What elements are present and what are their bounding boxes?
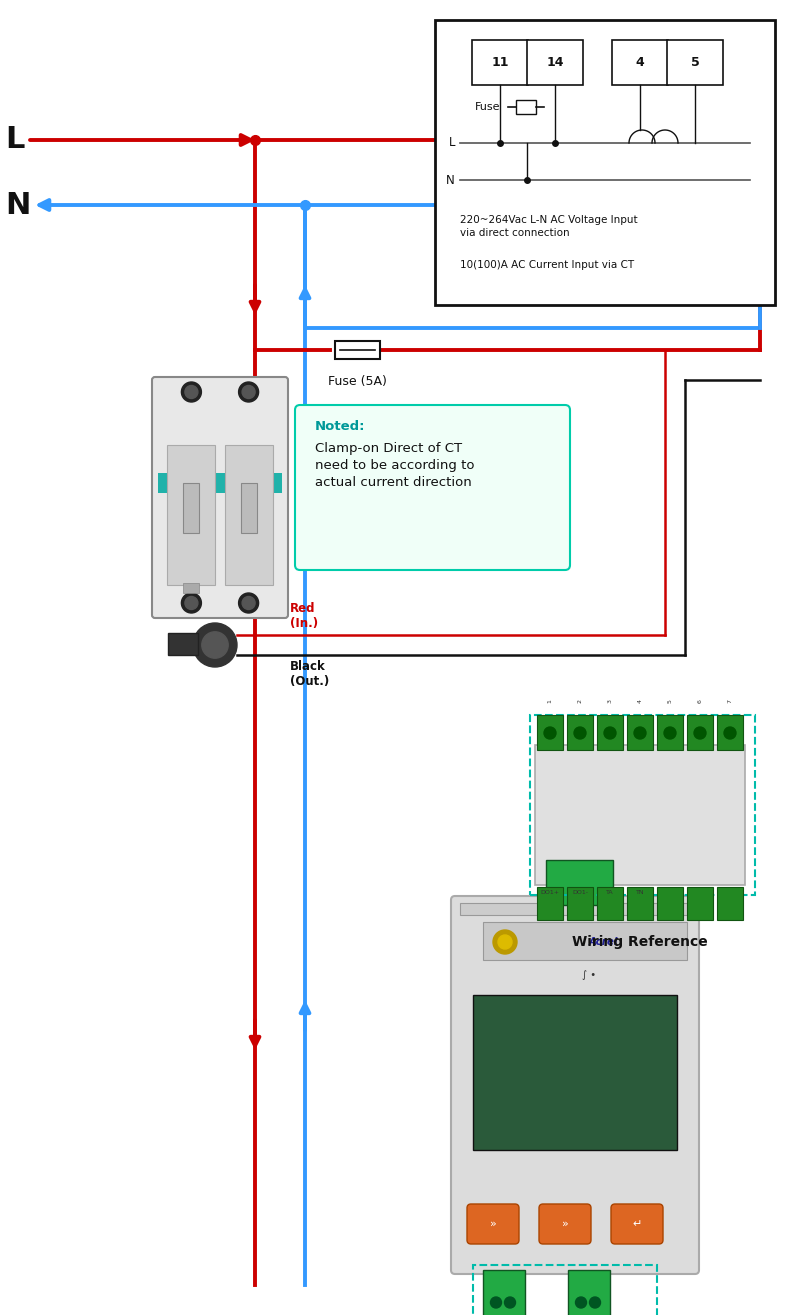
Circle shape	[242, 597, 255, 609]
Text: »: »	[562, 1219, 568, 1230]
Bar	[568, 1270, 610, 1315]
Text: 10(100)A AC Current Input via CT: 10(100)A AC Current Input via CT	[460, 260, 634, 270]
Bar	[597, 715, 623, 750]
Bar	[335, 341, 380, 359]
Circle shape	[490, 1297, 502, 1308]
FancyBboxPatch shape	[451, 896, 699, 1274]
Circle shape	[193, 623, 237, 667]
Text: TN: TN	[636, 890, 644, 896]
Bar	[627, 888, 653, 920]
Text: L: L	[449, 137, 455, 150]
Circle shape	[724, 727, 736, 739]
Bar	[537, 888, 563, 920]
Bar	[627, 715, 653, 750]
Text: 6: 6	[698, 700, 702, 704]
Text: Fuse (5A): Fuse (5A)	[328, 375, 387, 388]
Bar	[460, 903, 690, 915]
Text: »: »	[490, 1219, 496, 1230]
Bar	[530, 715, 755, 896]
Bar	[687, 715, 713, 750]
Text: 4: 4	[638, 700, 642, 704]
Bar	[657, 888, 683, 920]
Circle shape	[575, 1297, 586, 1308]
Bar	[483, 1270, 525, 1315]
Bar	[473, 1265, 657, 1315]
Text: N: N	[5, 191, 30, 220]
Bar	[483, 922, 687, 960]
Bar	[473, 995, 677, 1151]
FancyBboxPatch shape	[539, 1205, 591, 1244]
Circle shape	[242, 385, 255, 398]
Text: N: N	[446, 174, 455, 187]
Bar	[241, 483, 257, 533]
Text: 1: 1	[547, 700, 553, 704]
Circle shape	[590, 1297, 601, 1308]
Text: 5: 5	[690, 57, 699, 70]
Bar	[527, 39, 583, 85]
Circle shape	[604, 727, 616, 739]
Bar	[183, 483, 199, 533]
Text: 14: 14	[546, 57, 564, 70]
Circle shape	[185, 385, 198, 398]
Text: 7: 7	[727, 700, 733, 704]
Text: Black
(Out.): Black (Out.)	[290, 660, 330, 688]
Circle shape	[185, 597, 198, 609]
FancyBboxPatch shape	[295, 405, 570, 569]
Text: 4: 4	[636, 57, 644, 70]
Text: L: L	[5, 125, 24, 154]
Text: Red
(In.): Red (In.)	[290, 602, 318, 630]
Text: 5: 5	[667, 700, 673, 704]
Bar	[612, 39, 668, 85]
Text: TA: TA	[606, 890, 614, 896]
Text: 220~264Vac L-N AC Voltage Input
via direct connection: 220~264Vac L-N AC Voltage Input via dire…	[460, 214, 638, 238]
Text: ↵: ↵	[632, 1219, 642, 1230]
Circle shape	[634, 727, 646, 739]
Bar	[657, 715, 683, 750]
FancyBboxPatch shape	[611, 1205, 663, 1244]
Bar	[567, 888, 593, 920]
Text: Noted:: Noted:	[315, 419, 366, 433]
Bar	[667, 39, 723, 85]
Bar	[183, 583, 199, 593]
Bar	[567, 715, 593, 750]
Circle shape	[238, 381, 258, 402]
Bar	[537, 715, 563, 750]
Text: 11: 11	[491, 57, 509, 70]
Circle shape	[182, 381, 202, 402]
Text: 2: 2	[578, 700, 582, 704]
Bar	[158, 473, 282, 493]
FancyBboxPatch shape	[152, 377, 288, 618]
Bar	[717, 888, 743, 920]
Text: Acrel: Acrel	[589, 938, 618, 947]
Text: Clamp-on Direct of CT
need to be according to
actual current direction: Clamp-on Direct of CT need to be accordi…	[315, 442, 474, 489]
Text: Fuse: Fuse	[475, 103, 501, 112]
Bar	[535, 746, 745, 885]
Circle shape	[544, 727, 556, 739]
FancyBboxPatch shape	[467, 1205, 519, 1244]
Bar	[546, 860, 614, 905]
Text: DO1+: DO1+	[541, 890, 559, 896]
Circle shape	[238, 593, 258, 613]
Text: 3: 3	[607, 700, 613, 704]
Bar	[687, 888, 713, 920]
Bar	[516, 100, 536, 114]
Bar	[168, 633, 198, 655]
Text: DO1-: DO1-	[572, 890, 588, 896]
Bar	[597, 888, 623, 920]
Text: Wiring Reference: Wiring Reference	[572, 935, 708, 949]
Bar	[472, 39, 528, 85]
Circle shape	[182, 593, 202, 613]
Bar	[167, 444, 215, 585]
Circle shape	[202, 631, 228, 659]
Circle shape	[664, 727, 676, 739]
Text: ∫ •: ∫ •	[582, 970, 597, 980]
Bar	[435, 20, 775, 305]
Circle shape	[694, 727, 706, 739]
Circle shape	[493, 930, 517, 953]
Circle shape	[505, 1297, 515, 1308]
Circle shape	[498, 935, 512, 949]
Bar	[225, 444, 273, 585]
Circle shape	[574, 727, 586, 739]
Bar	[717, 715, 743, 750]
